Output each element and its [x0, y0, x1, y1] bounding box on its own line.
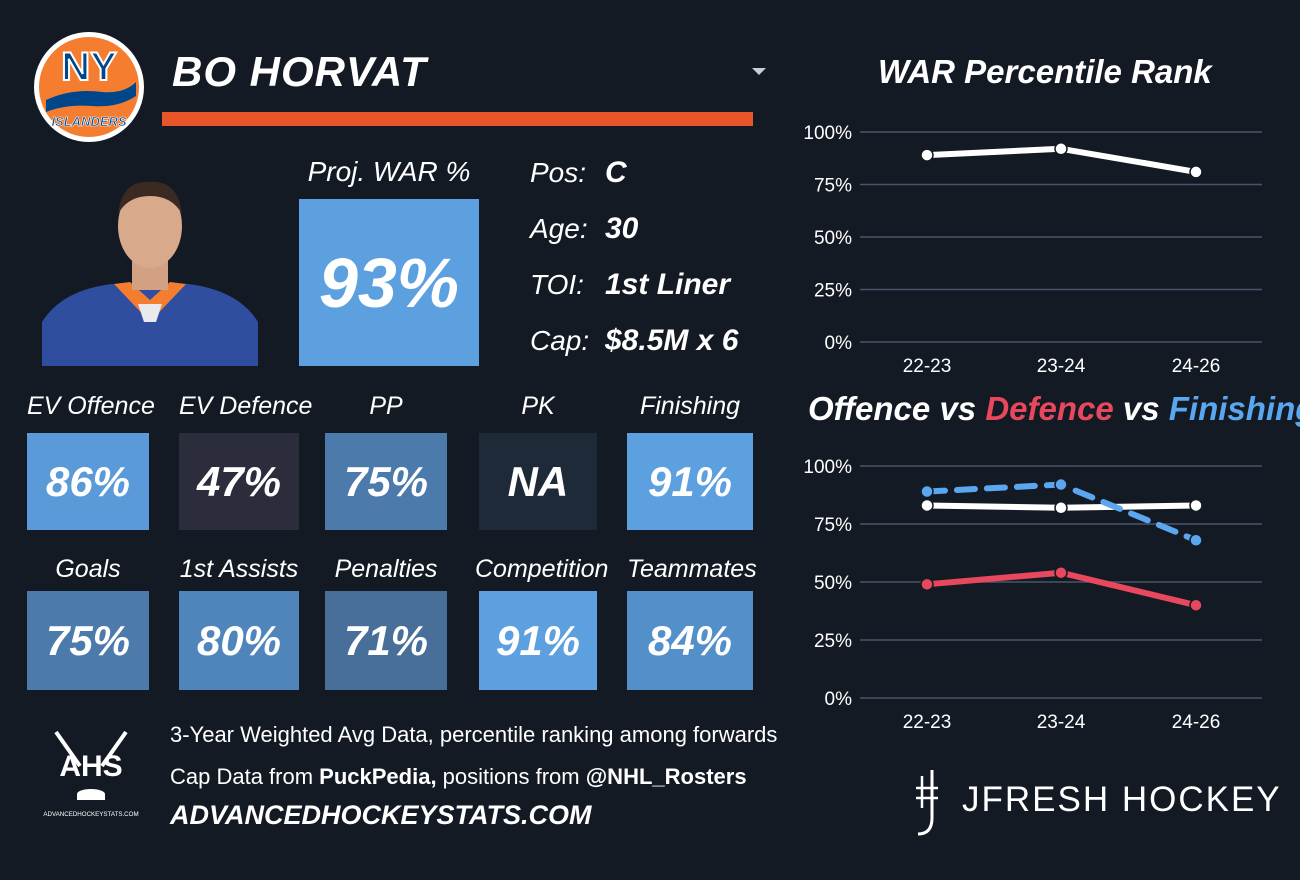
jfresh-hockey-brand: JFRESH HOCKEY: [962, 780, 1282, 819]
x-tick-label: 24-26: [1172, 356, 1221, 377]
x-tick-label: 23-24: [1037, 356, 1086, 377]
y-tick-label: 75%: [814, 176, 852, 197]
metric-tile-1st-assists: 80%: [179, 591, 299, 690]
info-label: Age:: [530, 213, 588, 244]
chart-title-part: vs: [930, 390, 986, 427]
metric-label-1st-assists: 1st Assists: [179, 555, 299, 583]
chevron-down-icon[interactable]: [750, 66, 768, 76]
y-tick-label: 100%: [803, 123, 852, 144]
info-label: TOI:: [530, 269, 584, 300]
metric-label-penalties: Penalties: [334, 555, 438, 583]
y-tick-label: 50%: [814, 573, 852, 594]
data-point: [920, 484, 934, 499]
chart-title-part: vs: [1113, 390, 1169, 427]
metric-label-ev-defence: EV Defence: [179, 392, 313, 420]
nhl-rosters-link[interactable]: @NHL_Rosters: [585, 764, 747, 789]
chart-title-war: WAR Percentile Rank: [878, 53, 1212, 90]
metric-label-teammates: Teammates: [627, 555, 757, 583]
chart-title-part: Defence: [985, 390, 1114, 427]
data-point: [920, 148, 934, 162]
y-tick-label: 75%: [814, 515, 852, 536]
footer-sources-mid: positions from: [436, 764, 586, 789]
metric-tile-pp: 75%: [325, 433, 447, 530]
metric-label-goals: Goals: [55, 555, 121, 583]
info-value: 30: [605, 212, 639, 245]
metric-tile-competition: 91%: [479, 591, 597, 690]
metric-tile-ev-offence: 86%: [27, 433, 149, 530]
data-point: [1054, 565, 1068, 580]
y-tick-label: 0%: [825, 689, 853, 710]
y-tick-label: 100%: [803, 457, 852, 478]
x-tick-label: 22-23: [903, 712, 952, 733]
info-label: Cap:: [530, 325, 590, 356]
war-percentile-chart: 100% 75% 50% 25% 0% 22-23 23-24 24-26: [803, 123, 1262, 377]
player-name: BO HORVAT: [172, 48, 427, 95]
metric-tile-teammates: 84%: [627, 591, 753, 690]
metric-label-pp: PP: [369, 392, 403, 420]
y-tick-label: 25%: [814, 631, 852, 652]
ahs-logo: AHS ADVANCEDHOCKEYSTATS.COM: [43, 730, 139, 818]
metric-tile-goals: 75%: [27, 591, 149, 690]
data-point: [1189, 498, 1203, 513]
ahs-logo-subtext: ADVANCEDHOCKEYSTATS.COM: [43, 811, 138, 818]
proj-war-label: Proj. WAR %: [307, 156, 471, 187]
metric-label-finishing: Finishing: [639, 392, 741, 420]
name-underline: [162, 112, 753, 126]
metric-tile-pk: NA: [479, 433, 597, 530]
ahs-website-link[interactable]: ADVANCEDHOCKEYSTATS.COM: [170, 800, 592, 830]
y-tick-label: 25%: [814, 281, 852, 302]
info-value: $8.5M x 6: [605, 324, 739, 357]
x-tick-label: 23-24: [1037, 712, 1086, 733]
ahs-logo-text: AHS: [59, 750, 122, 783]
data-point: [1054, 477, 1068, 492]
y-tick-label: 0%: [825, 333, 853, 354]
chart-title-part: Offence: [808, 390, 931, 427]
offence-defence-finishing-chart: 100% 75% 50% 25% 0% 22-23 23-24 24-26: [803, 457, 1262, 733]
data-point: [1189, 165, 1203, 179]
data-point: [1189, 598, 1203, 612]
proj-war-value: 93%: [318, 243, 460, 322]
info-value: C: [605, 156, 627, 189]
proj-war-tile: 93%: [299, 199, 479, 366]
metric-label-competition: Competition: [475, 555, 609, 583]
x-tick-label: 24-26: [1172, 712, 1221, 733]
data-point: [920, 498, 934, 513]
info-label: Pos:: [530, 157, 587, 188]
metric-label-ev-offence: EV Offence: [27, 392, 155, 420]
data-point: [1054, 501, 1068, 515]
info-row-toi: TOI: 1st Liner: [530, 265, 730, 305]
puckpedia-link[interactable]: PuckPedia,: [319, 764, 437, 789]
chart-title-ovdvf: Offence vs Defence vs Finishing: [808, 390, 1300, 428]
data-point: [920, 577, 934, 592]
metric-label-pk: PK: [521, 392, 555, 420]
team-logo-islanders: ISLANDERS: [51, 114, 126, 129]
player-headshot: [42, 181, 258, 366]
metric-tile-penalties: 71%: [325, 591, 447, 690]
team-logo-ny: NY: [61, 45, 117, 89]
info-value: 1st Liner: [605, 268, 731, 301]
y-tick-label: 50%: [814, 228, 852, 249]
footer-sources: Cap Data from PuckPedia, positions from …: [170, 764, 747, 790]
chart-title-part: Finishing: [1168, 390, 1300, 427]
team-logo: NY ISLANDERS: [34, 32, 144, 142]
data-point: [1189, 533, 1203, 547]
metric-tile-finishing: 91%: [627, 433, 753, 530]
footer-sources-prefix: Cap Data from: [170, 764, 320, 789]
x-tick-label: 22-23: [903, 356, 952, 377]
info-row-age: Age: 30: [530, 209, 638, 249]
info-row-cap: Cap: $8.5M x 6: [530, 321, 738, 361]
footer-methodology: 3-Year Weighted Avg Data, percentile ran…: [170, 722, 778, 747]
jfresh-logo-icon: [916, 770, 938, 836]
info-row-position: Pos: C: [530, 153, 627, 193]
metric-tile-ev-defence: 47%: [179, 433, 299, 530]
data-point: [1054, 142, 1068, 156]
